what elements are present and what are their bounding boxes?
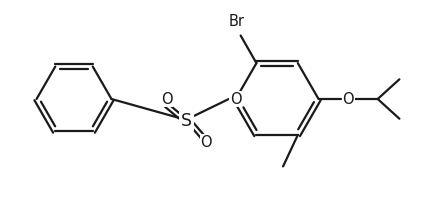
Text: O: O bbox=[161, 92, 172, 106]
Text: Br: Br bbox=[229, 14, 245, 29]
Text: S: S bbox=[181, 112, 192, 130]
Text: O: O bbox=[230, 92, 242, 106]
Text: O: O bbox=[200, 135, 212, 150]
Text: O: O bbox=[343, 92, 354, 106]
